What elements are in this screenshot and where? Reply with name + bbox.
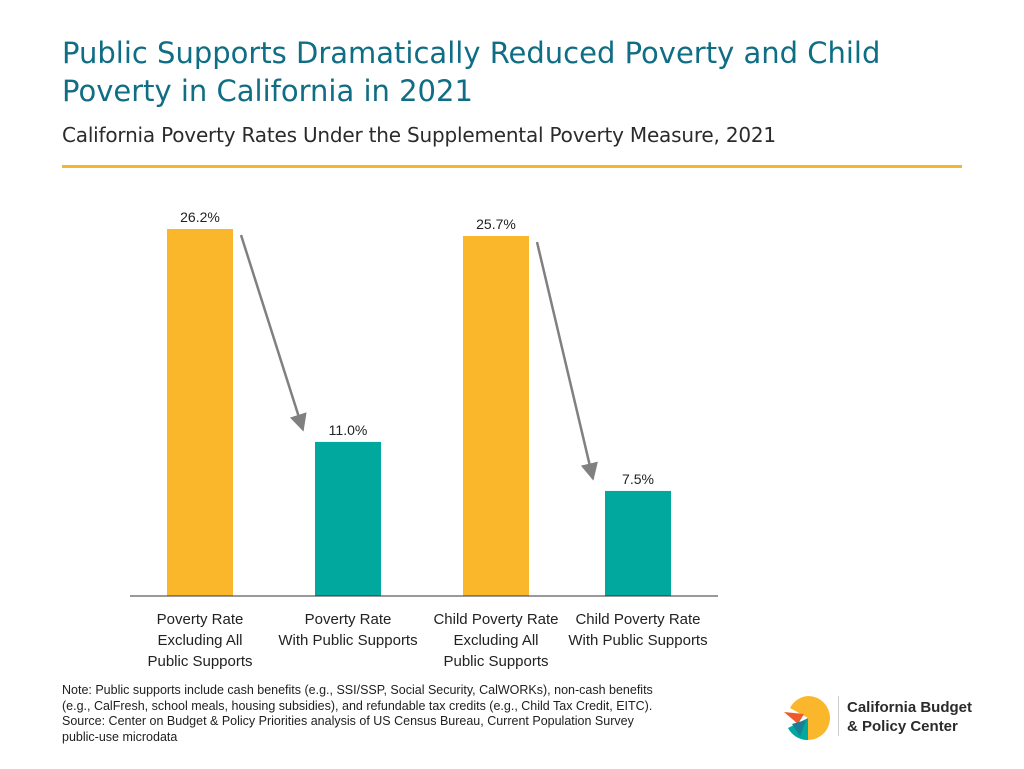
bar-3 — [463, 236, 529, 596]
reduction-arrow-1 — [239, 234, 307, 432]
x-tick-label-line: Poverty Rate — [305, 611, 392, 628]
x-tick-label-line: Public Supports — [147, 653, 252, 670]
footnote: Note: Public supports include cash benef… — [62, 683, 762, 745]
data-label-2: 11.0% — [329, 422, 368, 438]
x-tick-label-line: Public Supports — [443, 653, 548, 670]
x-tick-label-line: Child Poverty Rate — [575, 611, 700, 628]
footnote-line: Note: Public supports include cash benef… — [62, 683, 653, 697]
bar-1 — [167, 229, 233, 596]
data-label-1: 26.2% — [180, 209, 220, 225]
x-tick-label-line: Excluding All — [157, 632, 242, 649]
logo-divider — [838, 696, 839, 736]
logo-line-1: California Budget — [847, 699, 973, 716]
title-divider — [62, 165, 962, 168]
footnote-line: public-use microdata — [62, 729, 178, 744]
x-tick-label-3: Child Poverty Rate Excluding All Public Su… — [433, 611, 558, 670]
logo-text: California Budget & Policy Center — [847, 698, 972, 736]
bar-chart: 26.2% 11.0% 25.7% 7.5% Poverty Rate Excludin… — [130, 209, 718, 670]
bar-2 — [315, 441, 381, 596]
bar-4 — [605, 490, 671, 596]
x-tick-label-line: Child Poverty Rate — [433, 611, 558, 628]
logo-line-2: & Policy Center — [847, 718, 958, 735]
x-tick-label-line: With Public Supports — [568, 632, 707, 649]
organization-logo: California Budget & Policy Center — [780, 690, 980, 745]
data-label-3: 25.7% — [476, 216, 516, 232]
data-label-4: 7.5% — [622, 471, 654, 487]
chart-title: Public Supports Dramatically Reduced Pov… — [62, 36, 881, 108]
footnote-line: (e.g., CalFresh, school meals, housing s… — [62, 698, 653, 713]
x-tick-label-2: Poverty Rate With Public Supports — [278, 611, 417, 649]
logo-mark-icon — [784, 696, 830, 741]
reduction-arrow-2 — [535, 241, 598, 481]
x-tick-label-line: Excluding All — [453, 632, 538, 649]
footnote-line: Source: Center on Budget & Policy Priori… — [62, 714, 634, 728]
x-tick-label-line: Poverty Rate — [157, 611, 244, 628]
x-tick-label-4: Child Poverty Rate With Public Supports — [568, 611, 707, 649]
x-tick-label-1: Poverty Rate Excluding All Public Supports — [147, 611, 252, 670]
chart-subtitle: California Poverty Rates Under the Suppl… — [62, 123, 776, 147]
x-tick-label-line: With Public Supports — [278, 632, 417, 649]
